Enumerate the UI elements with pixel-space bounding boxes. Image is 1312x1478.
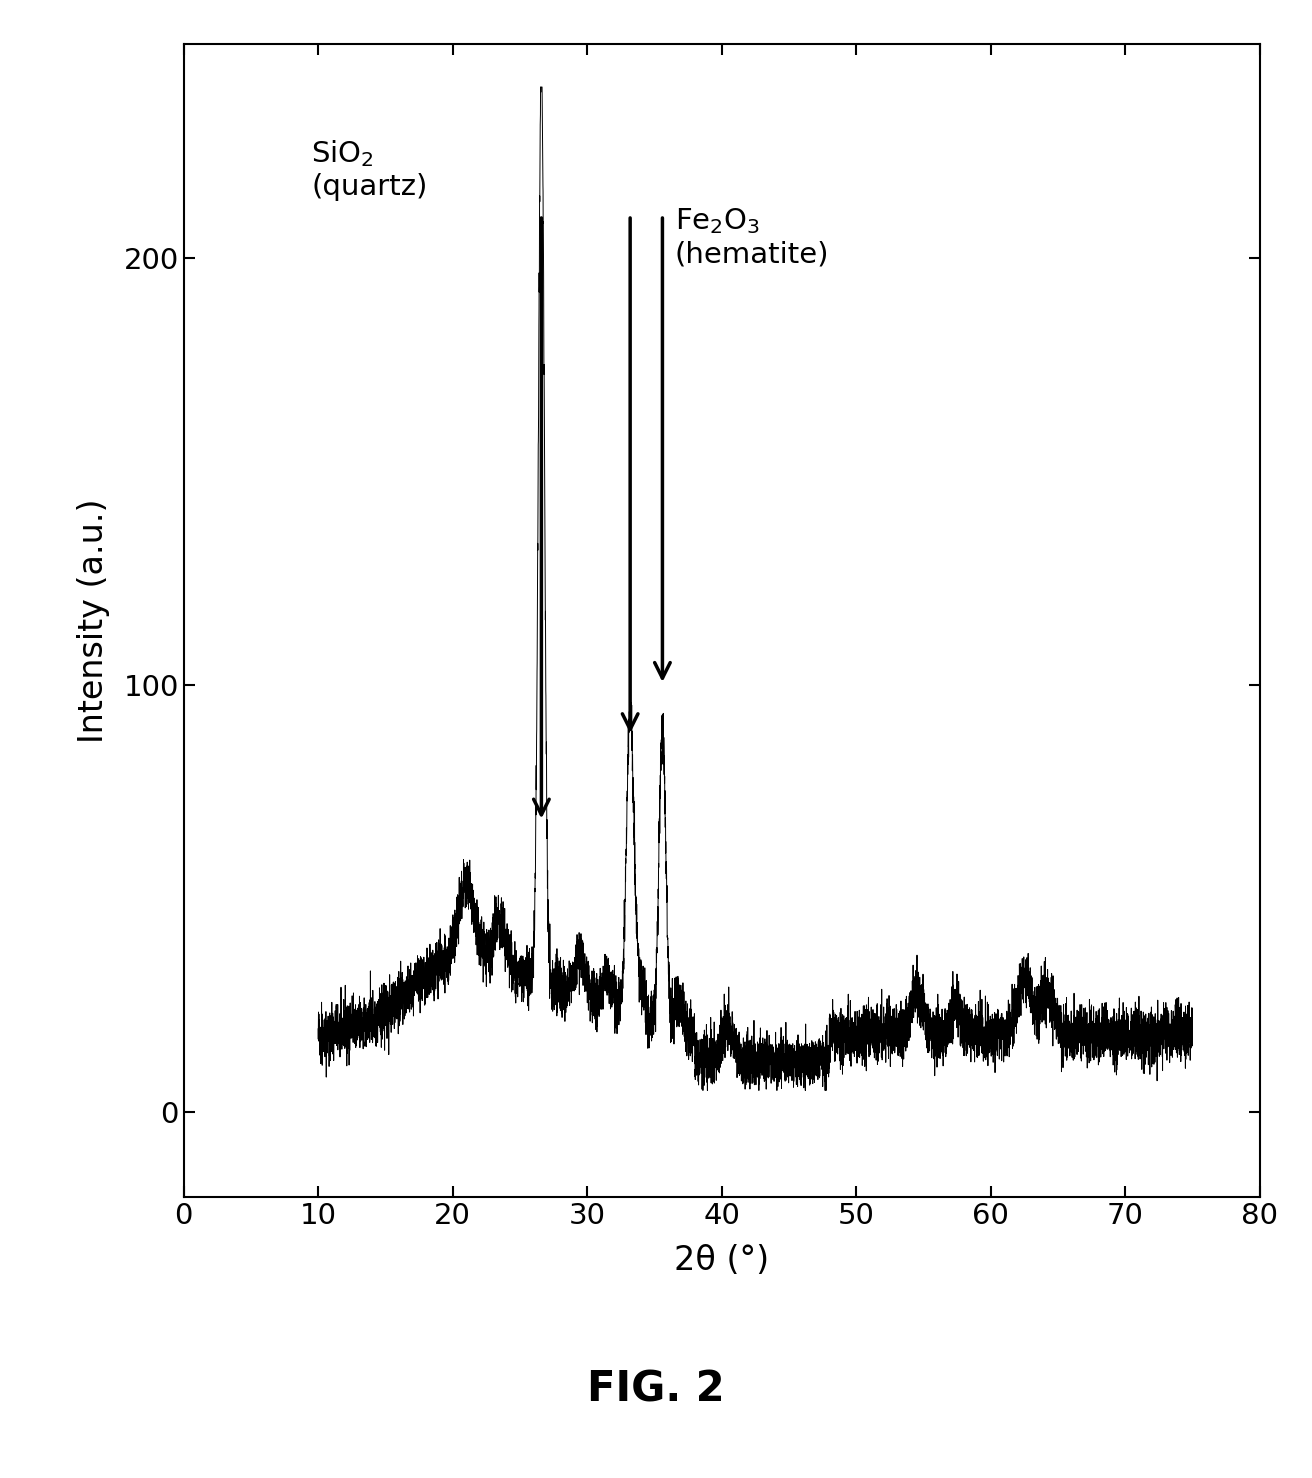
Y-axis label: Intensity (a.u.): Intensity (a.u.) [76,498,110,743]
Text: FIG. 2: FIG. 2 [588,1369,724,1410]
X-axis label: 2θ (°): 2θ (°) [674,1244,769,1277]
Text: SiO$_2$
(quartz): SiO$_2$ (quartz) [311,139,428,201]
Text: Fe$_2$O$_3$
(hematite): Fe$_2$O$_3$ (hematite) [674,207,829,269]
